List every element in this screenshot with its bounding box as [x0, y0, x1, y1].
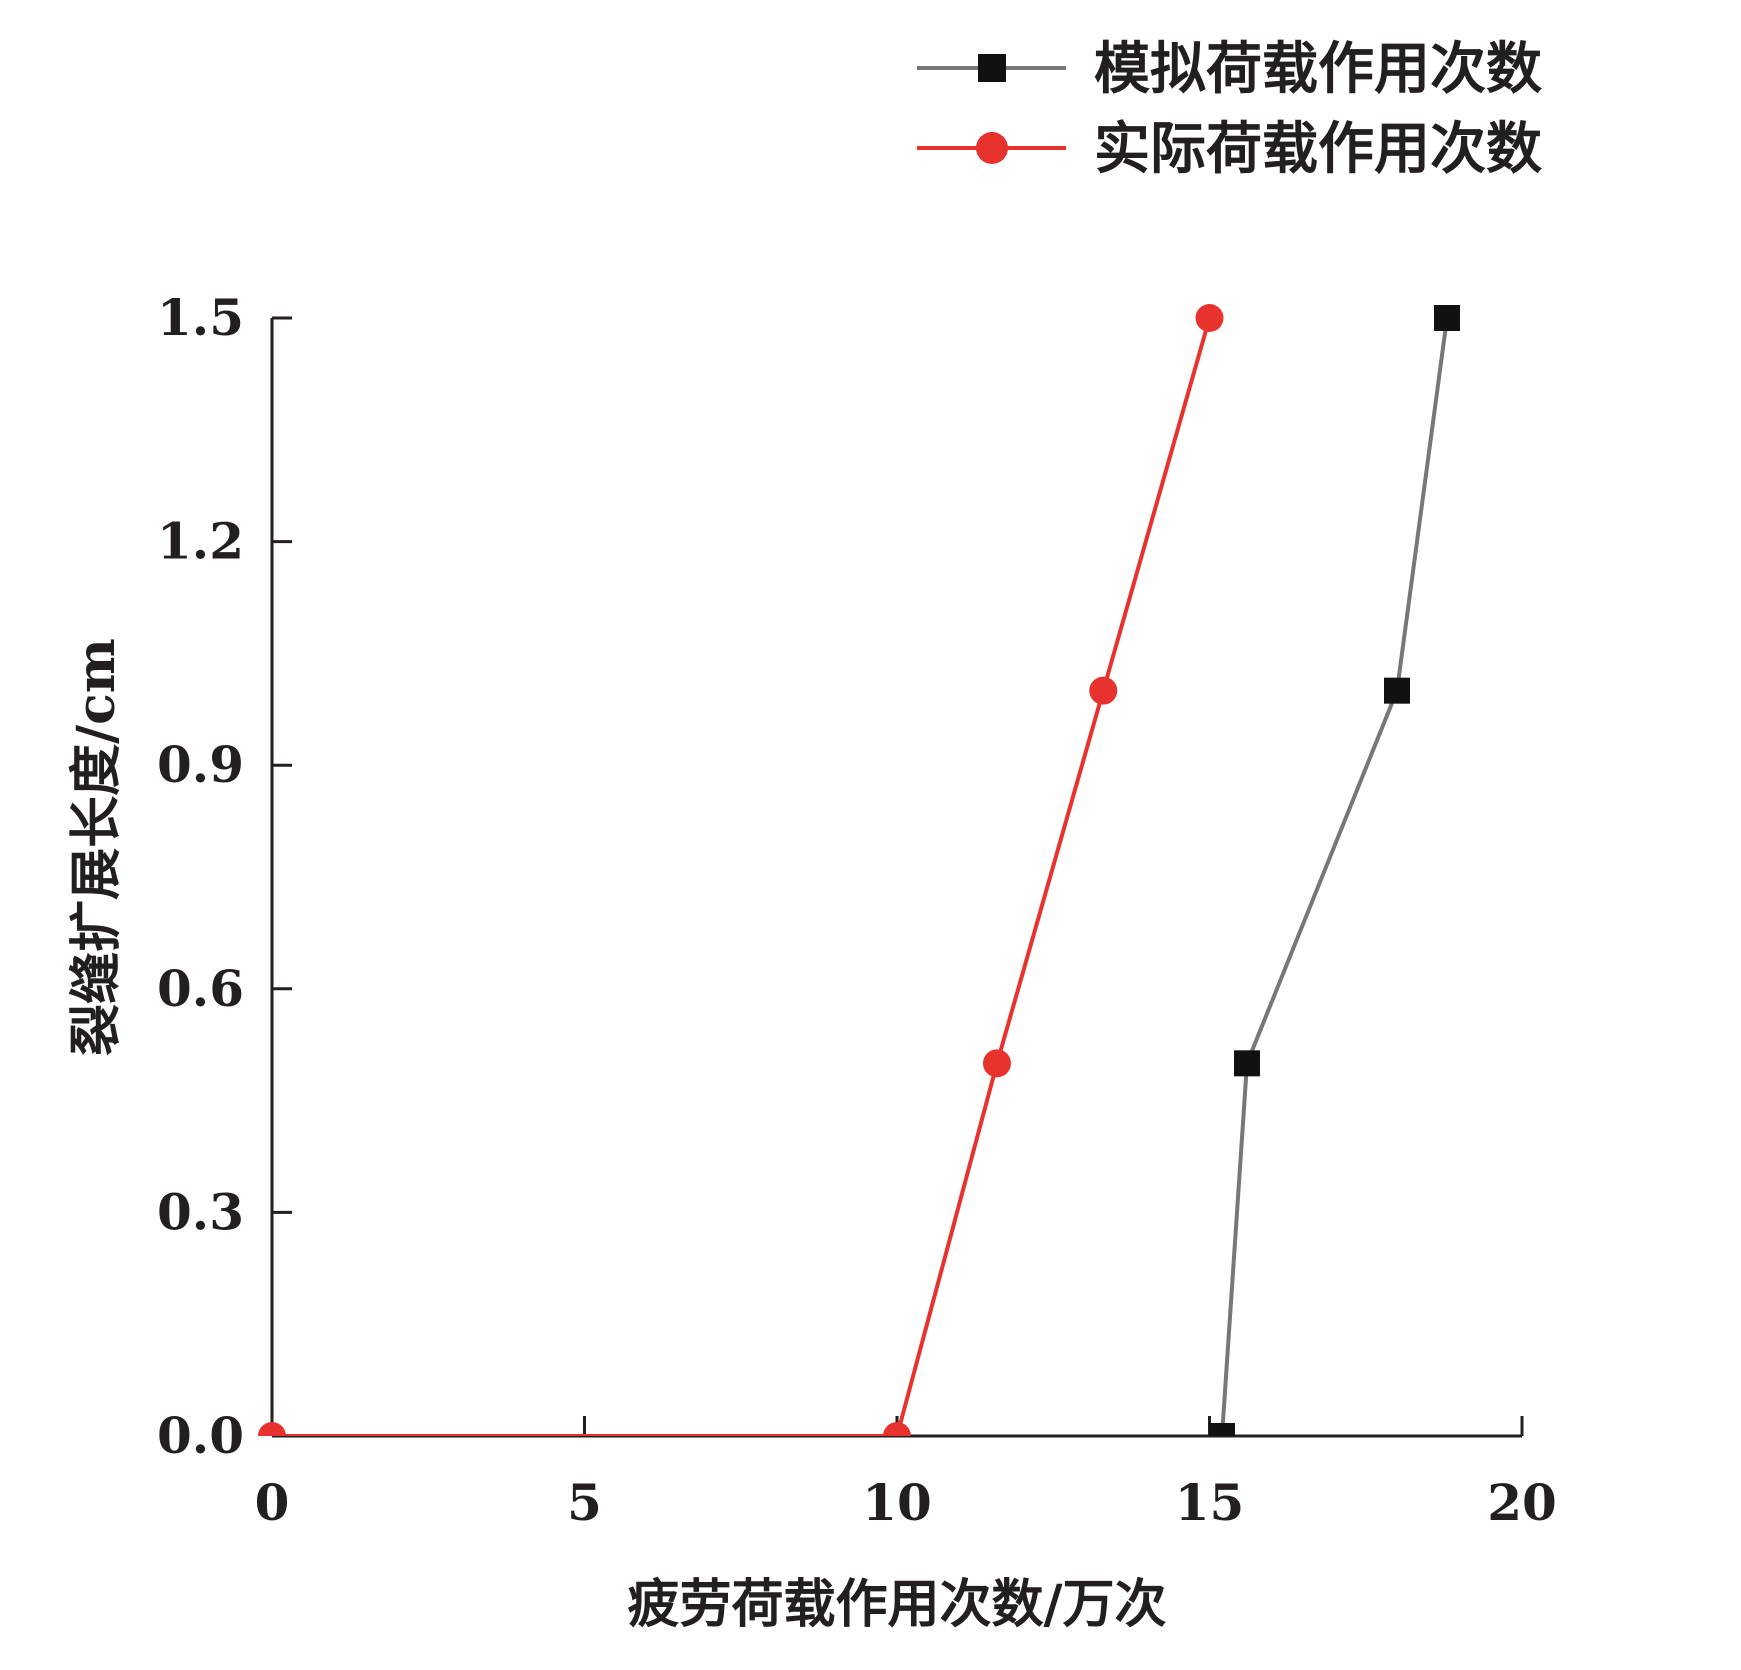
y-axis-title: 裂缝扩展长度/cm — [66, 638, 127, 1056]
legend-marker-square — [978, 54, 1006, 82]
data-point-circle — [1089, 676, 1118, 705]
x-tick-label: 5 — [567, 1473, 602, 1532]
data-point-square — [1234, 1050, 1260, 1077]
legend-label: 模拟荷载作用次数 — [1094, 36, 1542, 102]
y-tick-label: 0.6 — [157, 959, 244, 1018]
series-simulated — [1209, 305, 1460, 1436]
series-actual — [258, 304, 1224, 1436]
series-line — [1220, 317, 1449, 1436]
y-tick-label: 0.0 — [157, 1406, 244, 1465]
x-axis-title: 疲劳荷载作用次数/万次 — [628, 1574, 1167, 1635]
legend-label: 实际荷载作用次数 — [1094, 116, 1542, 182]
data-point-square — [1434, 305, 1460, 331]
data-point-circle — [983, 1049, 1011, 1078]
data-point-square — [1384, 677, 1410, 704]
data-point-square — [1209, 1423, 1235, 1436]
plot-series — [258, 304, 1460, 1436]
x-tick-label: 0 — [255, 1473, 290, 1532]
y-tick-label: 1.2 — [157, 512, 244, 571]
axes — [270, 318, 1522, 1438]
data-point-circle — [258, 1422, 286, 1436]
series-line — [272, 317, 1212, 1436]
legend-marker-circle — [976, 132, 1008, 164]
y-tick-label: 0.9 — [157, 735, 244, 794]
x-tick-label: 20 — [1487, 1473, 1557, 1532]
legend-item: 模拟荷载作用次数 — [917, 36, 1542, 102]
data-point-circle — [883, 1422, 911, 1436]
ticks: 0 5 10 15 20 0.0 0.3 0.6 0.9 1.2 1.5 — [157, 288, 1557, 1532]
legend-item: 实际荷载作用次数 — [917, 116, 1542, 182]
y-tick-label: 1.5 — [157, 288, 244, 347]
data-point-circle — [1195, 304, 1224, 332]
y-tick-label: 0.3 — [157, 1182, 244, 1241]
x-tick-label: 10 — [862, 1473, 932, 1532]
x-tick-label: 15 — [1175, 1473, 1245, 1532]
